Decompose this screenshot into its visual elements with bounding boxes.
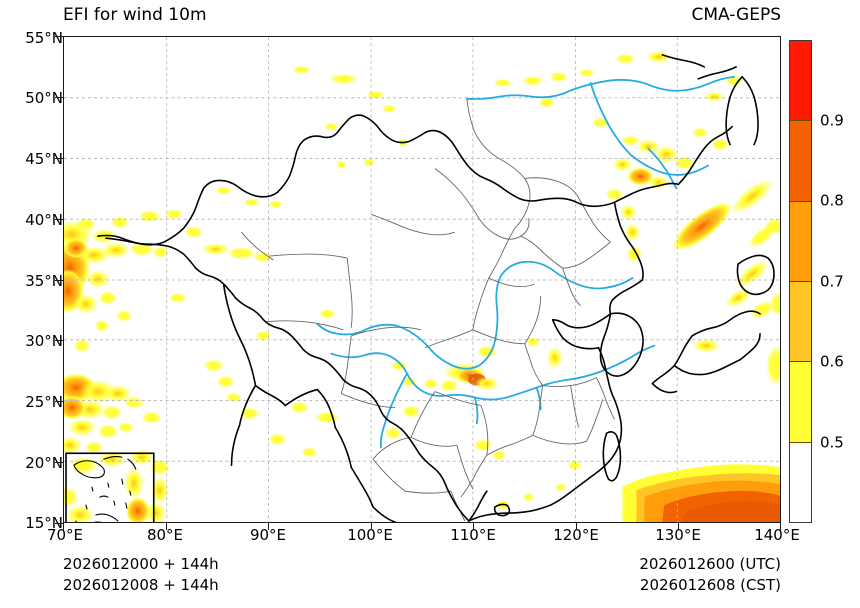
y-tick-mark-15 (55, 523, 63, 524)
colorbar-band-0.7-0.8 (790, 201, 811, 282)
x-tick-mark-130 (678, 523, 679, 530)
colorbar[interactable] (789, 40, 812, 523)
y-tick-mark-30 (55, 340, 63, 341)
y-tick-mark-35 (55, 280, 63, 281)
colorbar-band-0.8-0.9 (790, 121, 811, 202)
y-tick-label-45: 45°N (25, 150, 63, 168)
map-canvas (64, 37, 780, 522)
efi-shading-layer (64, 50, 780, 522)
y-tick-label-25: 25°N (25, 393, 63, 411)
colorbar-tick-0.9: 0.9 (820, 111, 844, 130)
gridlines (64, 37, 780, 522)
x-tick-label-120: 120°E (553, 526, 599, 544)
page-title: EFI for wind 10m (63, 5, 207, 25)
x-tick-mark-140 (780, 523, 781, 530)
x-tick-mark-100 (371, 523, 372, 530)
y-tick-mark-40 (55, 219, 63, 220)
model-label: CMA-GEPS (691, 5, 781, 25)
init-time-cst: 2026012008 + 144h (63, 576, 219, 594)
x-tick-mark-70 (63, 523, 64, 530)
south-china-sea-inset (65, 452, 155, 522)
x-tick-mark-80 (166, 523, 167, 530)
y-tick-label-40: 40°N (25, 211, 63, 229)
x-tick-label-70: 70°E (46, 526, 84, 544)
pacific-efi-anomaly (622, 464, 780, 522)
x-tick-mark-120 (576, 523, 577, 530)
x-tick-mark-110 (473, 523, 474, 530)
national-borders-layer (97, 54, 775, 522)
valid-time-cst: 2026012608 (CST) (639, 576, 781, 594)
y-tick-mark-25 (55, 401, 63, 402)
y-tick-label-20: 20°N (25, 454, 63, 472)
colorbar-band-0.9-1.0 (790, 41, 811, 122)
x-tick-label-110: 110°E (450, 526, 496, 544)
y-tick-label-30: 30°N (25, 332, 63, 350)
x-tick-label-130: 130°E (655, 526, 701, 544)
y-tick-mark-55 (55, 36, 63, 37)
colorbar-band-below-0.5 (790, 442, 811, 522)
y-tick-mark-50 (55, 97, 63, 98)
init-time-utc: 2026012000 + 144h (63, 555, 219, 573)
x-tick-label-100: 100°E (347, 526, 393, 544)
y-tick-label-55: 55°N (25, 29, 63, 47)
x-tick-label-80: 80°E (146, 526, 184, 544)
colorbar-tick-0.6: 0.6 (820, 352, 844, 371)
map-plot-area[interactable] (63, 36, 781, 523)
province-boundaries-layer (241, 98, 615, 522)
y-tick-label-50: 50°N (25, 89, 63, 107)
x-tick-label-90: 90°E (249, 526, 287, 544)
valid-time-utc: 2026012600 (UTC) (639, 555, 781, 573)
x-tick-label-140: 140°E (754, 526, 800, 544)
colorbar-tick-0.5: 0.5 (820, 433, 844, 452)
colorbar-band-0.5-0.6 (790, 362, 811, 443)
x-tick-mark-90 (268, 523, 269, 530)
footer-right: 2026012600 (UTC) 2026012608 (CST) (639, 554, 781, 596)
y-tick-label-15: 15°N (25, 514, 63, 532)
colorbar-band-0.6-0.7 (790, 281, 811, 363)
y-tick-mark-20 (55, 462, 63, 463)
footer-left: 2026012000 + 144h 2026012008 + 144h (63, 554, 219, 596)
y-tick-mark-45 (55, 158, 63, 159)
colorbar-tick-0.7: 0.7 (820, 272, 844, 291)
colorbar-tick-0.8: 0.8 (820, 191, 844, 210)
y-tick-label-35: 35°N (25, 272, 63, 290)
